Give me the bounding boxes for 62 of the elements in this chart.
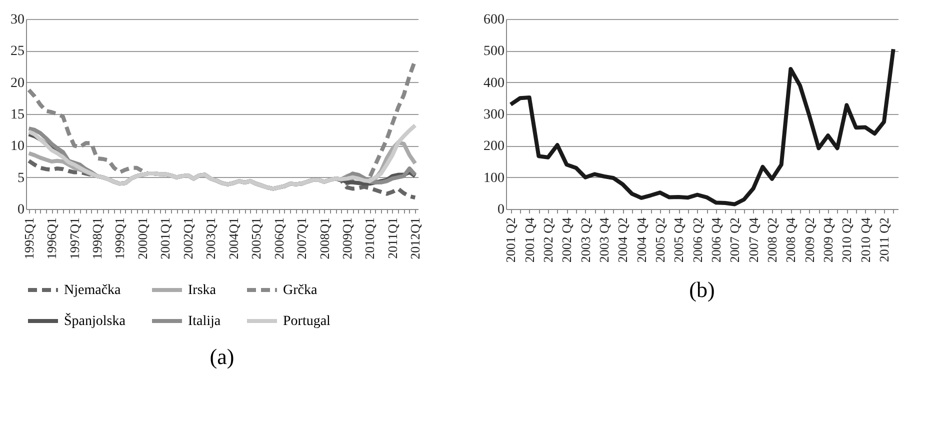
y-tick-label: 100 xyxy=(484,170,504,186)
y-tick-label: 20 xyxy=(10,76,24,91)
x-tick-label: 2006Q1 xyxy=(271,218,286,260)
x-tick-label: 1998Q1 xyxy=(90,218,105,260)
x-tick-label: 2009 Q2 xyxy=(802,218,817,263)
x-tick-label: 2001 Q2 xyxy=(503,218,518,263)
y-tick-label: 25 xyxy=(10,44,24,60)
text: (b) xyxy=(689,277,715,302)
y-tick-label: 200 xyxy=(484,139,504,154)
x-tick-label: 2005 Q4 xyxy=(671,217,686,263)
y-tick-label: 600 xyxy=(484,12,504,28)
y-tick-label: 500 xyxy=(484,44,504,60)
legend-label: Portugal xyxy=(283,314,331,329)
x-tick-label: 2001 Q4 xyxy=(522,217,537,263)
x-tick-label: 1995Q1 xyxy=(21,218,36,260)
x-tick-label: 2004Q1 xyxy=(226,218,241,260)
y-tick-label: 0 xyxy=(18,202,24,218)
legend-label: Irska xyxy=(188,283,217,298)
x-tick-label: 2008 Q4 xyxy=(783,217,798,263)
y-tick-label: 15 xyxy=(10,108,24,122)
x-tick-label: 2002Q1 xyxy=(180,218,196,260)
y-tick-label: 400 xyxy=(484,76,504,91)
x-tick-label: 2011 Q2 xyxy=(876,218,892,262)
x-tick-label: 2007 Q2 xyxy=(727,218,742,263)
x-tick-label: 2004 Q2 xyxy=(615,218,630,263)
text: (a) xyxy=(210,344,234,369)
x-tick-label: 2011Q1 xyxy=(384,218,400,259)
x-tick-label: 2001Q1 xyxy=(158,218,173,260)
x-tick-label: 2005 Q2 xyxy=(652,218,668,263)
x-tick-label: 2006 Q4 xyxy=(708,217,724,263)
line-series xyxy=(508,47,896,206)
x-tick-label: 1996Q1 xyxy=(44,218,60,260)
x-tick-label: 2007 Q4 xyxy=(746,217,761,263)
legend-label: Grčka xyxy=(283,283,318,298)
x-tick-label: 2009 Q4 xyxy=(820,217,836,263)
legend-label: Italija xyxy=(188,314,222,329)
x-tick-label: 1997Q1 xyxy=(66,218,82,260)
x-tick-label: 2008 Q2 xyxy=(764,218,780,263)
x-tick-label: 2005Q1 xyxy=(248,218,264,260)
legend-label: Španjolska xyxy=(64,312,126,329)
x-tick-label: 2004 Q4 xyxy=(634,217,649,263)
legend-label: Njemačka xyxy=(64,283,122,298)
x-tick-label: 2000Q1 xyxy=(134,218,150,260)
y-tick-label: 0 xyxy=(498,202,504,218)
x-tick-label: 2007Q1 xyxy=(294,218,310,260)
x-tick-label: 2003Q1 xyxy=(203,218,218,260)
x-tick-label: 2009Q1 xyxy=(339,218,354,260)
x-tick-label: 2002 Q4 xyxy=(559,217,574,263)
x-tick-label: 1999Q1 xyxy=(112,218,128,260)
x-tick-label: 2003 Q2 xyxy=(578,218,593,263)
x-tick-label: 2010 Q2 xyxy=(839,218,854,263)
y-tick-label: 30 xyxy=(10,12,24,28)
x-tick-label: 2003 Q4 xyxy=(596,217,612,263)
x-tick-label: 2012Q1 xyxy=(408,218,423,260)
x-tick-label: 2010 Q4 xyxy=(858,217,873,263)
y-tick-label: 5 xyxy=(18,170,24,186)
x-tick-label: 2010Q1 xyxy=(362,218,378,260)
x-tick-label: 2002 Q2 xyxy=(540,218,556,263)
y-tick-label: 300 xyxy=(484,108,504,122)
y-tick-label: 10 xyxy=(10,139,24,154)
x-tick-label: 2008Q1 xyxy=(316,218,332,260)
x-tick-label: 2006 Q2 xyxy=(690,218,705,263)
